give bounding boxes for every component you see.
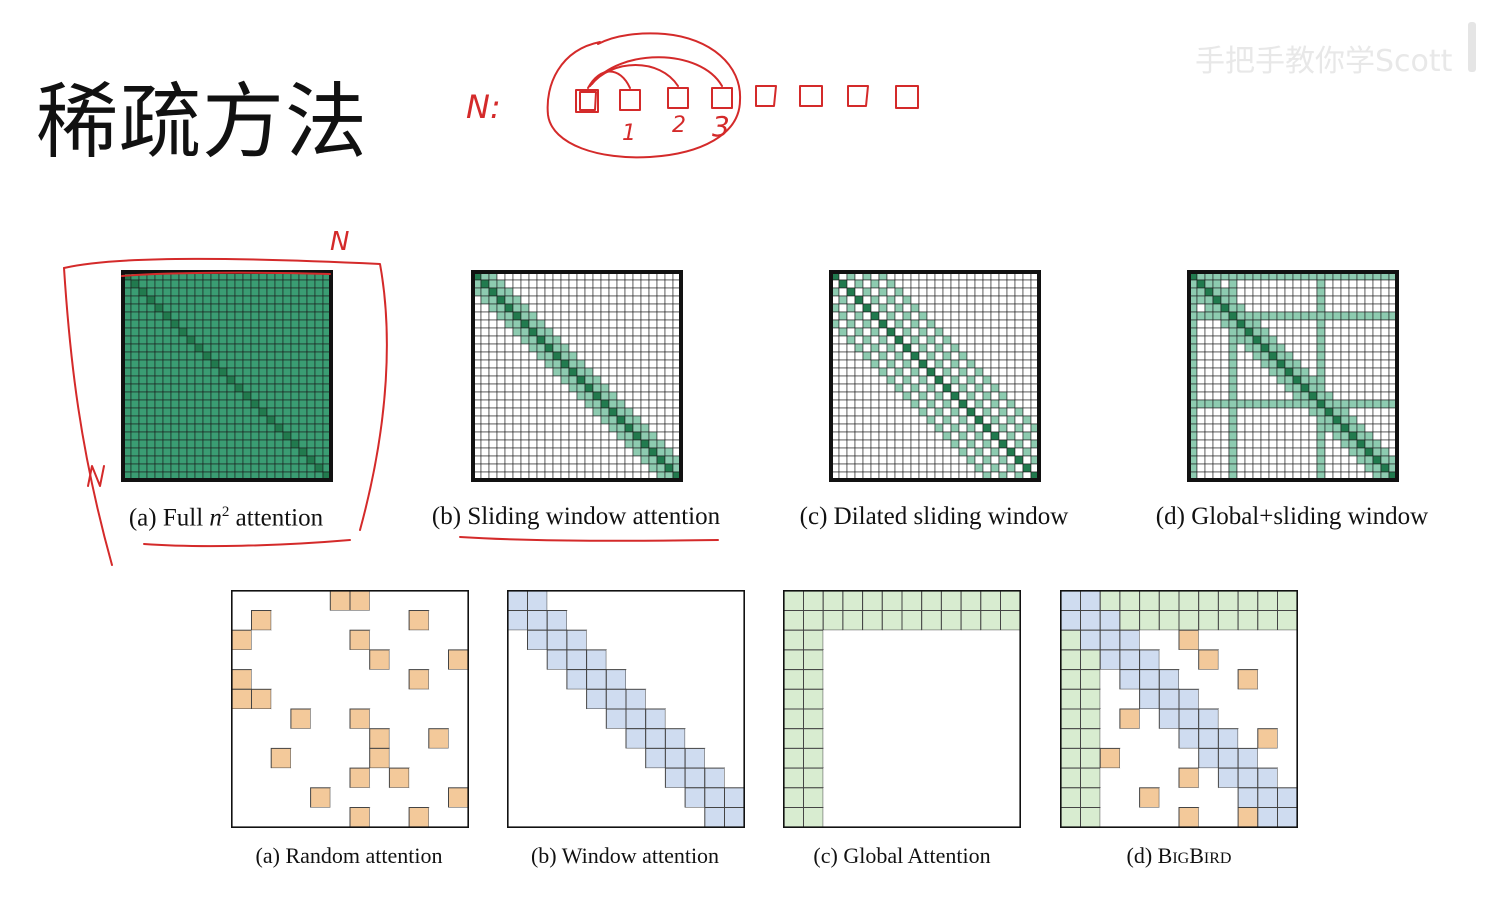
caption-bigbird-ig: ig [1172, 850, 1190, 867]
caption-bigbird-prefix: (d) [1126, 843, 1158, 868]
caption-bigbird-b1: B [1157, 843, 1173, 868]
caption-full-sup: 2 [221, 504, 230, 520]
caption-bigbird: (d) BigBird [1127, 843, 1232, 869]
window-attention-matrix [507, 590, 745, 828]
watermark: 手把手教你学Scott [1195, 44, 1453, 79]
caption-full-var: n [209, 504, 222, 532]
ink-underline-sliding [459, 536, 719, 542]
caption-full-prefix: (a) Full [128, 504, 210, 532]
slide-title: 稀疏方法 [36, 75, 369, 170]
global-attention-matrix [783, 590, 1021, 828]
ink-box-left [63, 267, 113, 566]
caption-sliding-window: (b) Sliding window attention [431, 503, 721, 530]
ink-token-box [847, 85, 869, 107]
ink-token-box [575, 89, 599, 113]
caption-dilated-sliding-window: (c) Dilated sliding window [799, 503, 1069, 530]
ink-n-colon: N: [466, 88, 501, 126]
ink-token-box [667, 87, 689, 109]
ink-n-left [87, 465, 105, 487]
ink-num-3: 3 [712, 110, 730, 143]
caption-bigbird-b2: B [1189, 843, 1204, 868]
ink-ellipse [546, 32, 742, 159]
ink-token-box [579, 91, 597, 111]
random-attention-matrix [231, 590, 469, 828]
ink-token-box [619, 89, 641, 111]
ink-underline-full [143, 539, 351, 548]
caption-full-attention: (a) Full n2 attention [129, 504, 323, 532]
caption-window-attention: (b) Window attention [530, 843, 720, 868]
caption-global-sliding-window: (d) Global+sliding window [1155, 503, 1429, 530]
ink-token-box [755, 85, 777, 107]
ink-arc [589, 64, 679, 87]
watermark-bar [1468, 22, 1476, 72]
ink-token-box [799, 85, 823, 107]
caption-random-attention: (a) Random attention [255, 843, 443, 868]
ink-num-1: 1 [622, 121, 636, 146]
ink-n-top: N [330, 227, 349, 257]
ink-token-box [711, 87, 733, 109]
sliding-window-matrix [471, 270, 683, 482]
global-sliding-window-matrix [1187, 270, 1399, 482]
bigbird-matrix [1060, 590, 1298, 828]
ink-arc [591, 56, 723, 87]
ink-token-box [895, 85, 919, 109]
dilated-sliding-window-matrix [829, 270, 1041, 482]
caption-global-attention: (c) Global Attention [813, 843, 991, 868]
caption-full-suffix: attention [229, 504, 324, 532]
ink-arc [587, 70, 631, 89]
full-attention-matrix [121, 270, 333, 482]
ink-num-2: 2 [672, 113, 686, 138]
caption-bigbird-ird: ird [1203, 850, 1232, 867]
